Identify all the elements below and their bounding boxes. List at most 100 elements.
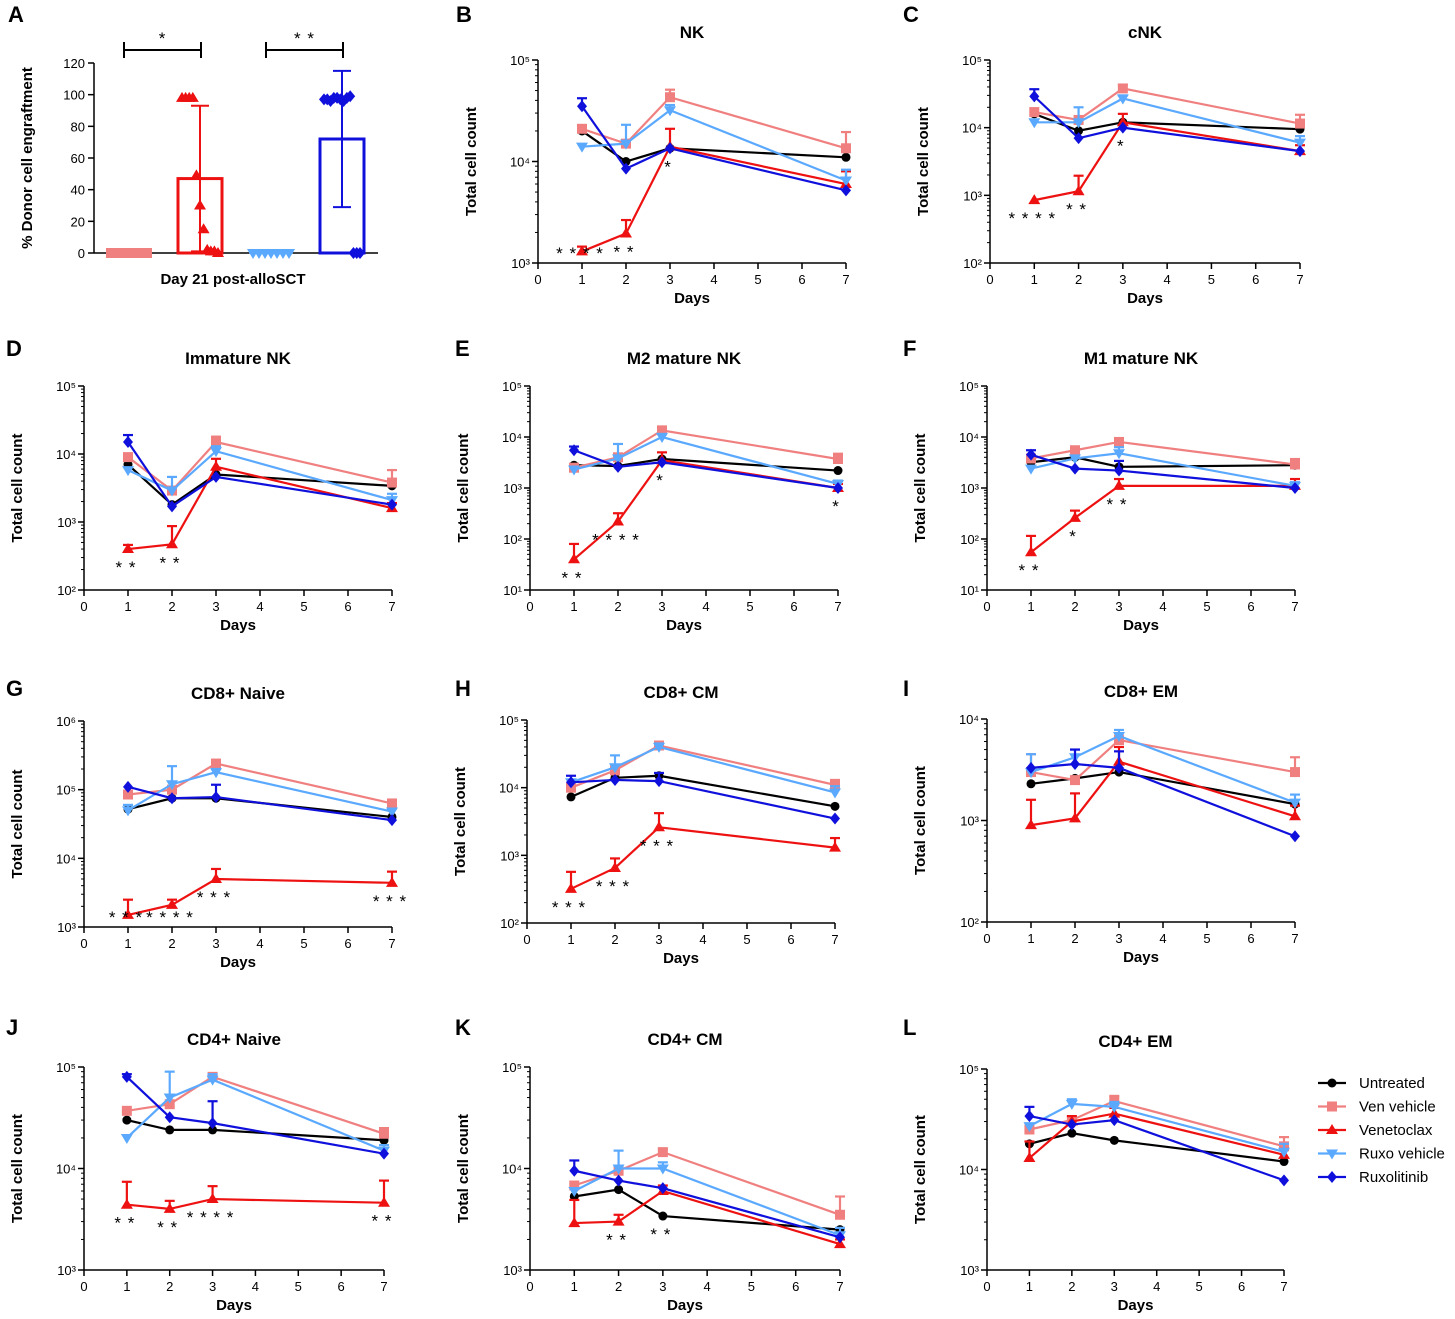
x-tick-label: 2	[1068, 1279, 1075, 1294]
y-tick-label: 10⁵	[56, 1060, 76, 1075]
series-untreated	[577, 126, 851, 166]
x-tick-label: 0	[526, 599, 533, 614]
x-axis-label: Days	[216, 1297, 252, 1314]
x-tick-label: 0	[526, 1279, 533, 1294]
x-tick-label: 1	[570, 599, 577, 614]
y-tick-label: 10⁵	[56, 783, 76, 798]
data-point	[665, 142, 675, 155]
x-tick-label: 4	[704, 1279, 711, 1294]
x-tick-label: 2	[1075, 272, 1082, 287]
x-tick-label: 2	[1071, 931, 1078, 946]
data-point	[1072, 118, 1085, 129]
series-ven-vehicle	[569, 1147, 845, 1220]
series-ruxolitinib	[1029, 88, 1305, 158]
series-line	[127, 771, 393, 813]
x-tick-label: 1	[567, 932, 574, 947]
y-tick-label: 10⁴	[962, 121, 982, 136]
x-tick-label: 4	[710, 272, 717, 287]
data-point	[118, 248, 128, 258]
data-point	[612, 1164, 625, 1175]
data-point	[1073, 132, 1084, 145]
significance-label: * *	[294, 29, 315, 48]
significance-label: * *	[1066, 200, 1087, 219]
x-tick-label: 4	[1159, 599, 1166, 614]
panel-label-g: G	[6, 676, 23, 701]
x-tick-label: 0	[986, 272, 993, 287]
y-axis-label: Total cell count	[455, 1114, 472, 1223]
y-tick-label: 10³	[511, 256, 530, 271]
data-point	[211, 791, 221, 804]
x-tick-label: 2	[622, 272, 629, 287]
series-line	[1033, 95, 1301, 153]
series-line	[573, 457, 839, 472]
series-line	[574, 1189, 841, 1246]
data-point	[1113, 449, 1125, 460]
series-line	[127, 449, 393, 502]
data-point	[166, 486, 178, 497]
y-tick-label: 10⁵	[502, 1060, 522, 1075]
y-tick-label: 20	[71, 214, 85, 229]
data-point	[833, 454, 843, 465]
y-tick-label: 10⁵	[962, 53, 982, 68]
x-tick-label: 1	[1027, 599, 1034, 614]
x-tick-label: 7	[388, 936, 395, 951]
x-axis-label: Day 21 post-alloSCT	[160, 271, 305, 288]
panel-label-k: K	[455, 1015, 471, 1040]
data-point	[612, 1215, 625, 1226]
bar-group-ruxo-vehicle	[247, 249, 295, 259]
series-line	[570, 826, 836, 890]
series-ruxolitinib	[569, 444, 843, 494]
series-line	[1029, 1099, 1285, 1148]
y-tick-label: 10²	[960, 532, 979, 547]
x-tick-label: 5	[1208, 272, 1215, 287]
data-point	[658, 1211, 668, 1221]
x-tick-label: 4	[1164, 272, 1171, 287]
x-tick-label: 5	[748, 1279, 755, 1294]
panel-b: 10³ 10⁴ 10⁵ 0 1 2 3 4 5 6 7 NK Days Total cell count *…	[463, 23, 852, 307]
data-point	[1066, 1118, 1077, 1131]
x-tick-label: 6	[790, 599, 797, 614]
data-point	[123, 789, 133, 800]
data-point	[835, 1209, 845, 1220]
significance-label: * *	[606, 1231, 627, 1250]
y-tick-label: 10⁵	[959, 1062, 979, 1077]
x-tick-label: 2	[611, 932, 618, 947]
comparison-bracket: *	[123, 29, 202, 58]
y-tick-label: 10²	[960, 915, 979, 930]
data-point	[609, 861, 621, 872]
y-tick-label: 10²	[963, 256, 982, 271]
data-point	[1028, 194, 1041, 205]
data-point	[1113, 479, 1125, 490]
significance-label: * * *	[596, 877, 630, 896]
legend: Untreated Ven vehicle Venetoclax Ruxo vehic…	[1318, 1075, 1445, 1186]
significance-label: *	[656, 471, 664, 490]
data-point	[1069, 454, 1081, 465]
x-tick-label: 5	[746, 599, 753, 614]
chart-title: CD4+ EM	[1098, 1032, 1172, 1051]
chart-title: CD4+ Naive	[187, 1030, 281, 1049]
x-tick-label: 1	[124, 599, 131, 614]
data-point	[1067, 1128, 1077, 1138]
y-tick-label: 10³	[960, 1263, 979, 1278]
y-tick-label: 10³	[57, 515, 76, 530]
series-ruxolitinib	[1024, 1105, 1289, 1187]
data-point	[1070, 775, 1080, 786]
data-point	[210, 768, 222, 779]
series-line	[573, 449, 839, 490]
series-venetoclax	[1025, 477, 1301, 557]
data-point	[386, 876, 398, 887]
series-line	[573, 435, 839, 486]
y-tick-label: 10⁵	[56, 379, 76, 394]
data-point	[166, 780, 178, 791]
data-point	[1117, 121, 1128, 134]
x-axis-label: Days	[1123, 949, 1159, 966]
x-axis-label: Days	[667, 1297, 703, 1314]
data-point	[576, 245, 588, 256]
panel-label-e: E	[455, 336, 470, 361]
data-point	[612, 515, 624, 526]
data-point	[1289, 810, 1301, 821]
data-point	[142, 248, 152, 258]
data-point	[123, 452, 133, 463]
data-point	[378, 1196, 390, 1207]
x-tick-label: 5	[754, 272, 761, 287]
